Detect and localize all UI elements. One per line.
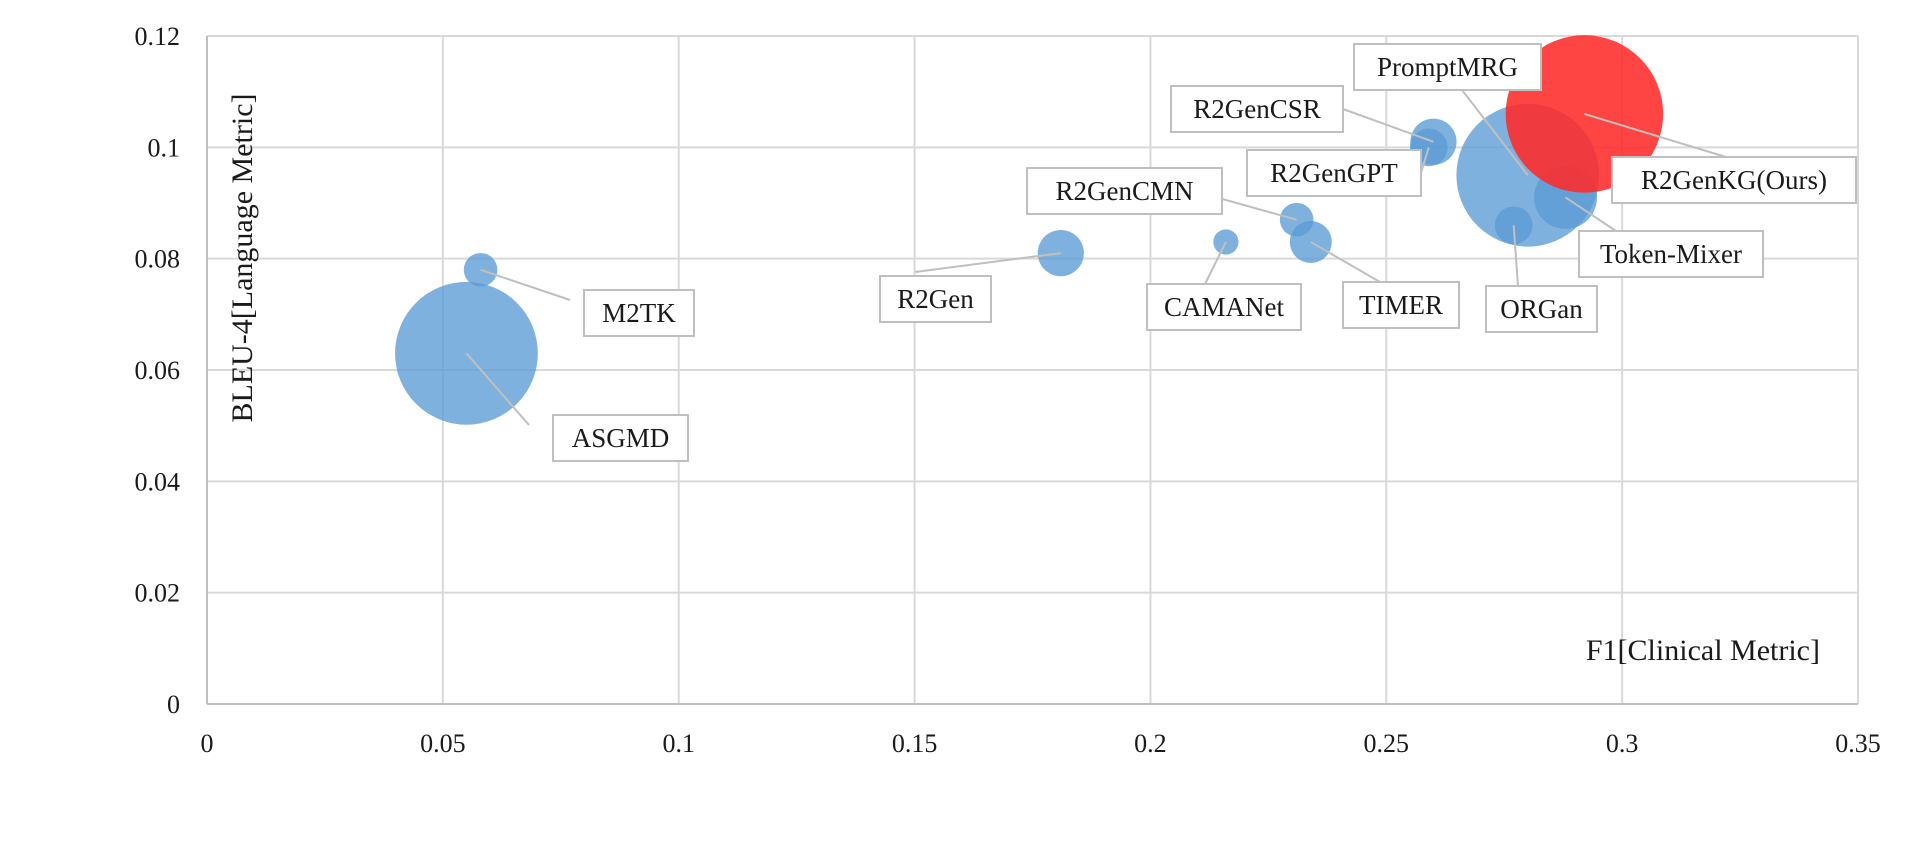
axes (206, 36, 1858, 705)
point-labels: M2TK ASGMD R2Gen CAMANet R2GenCMN TIMER R2GenG… (552, 43, 1857, 462)
label-box-promptmrg (1353, 43, 1542, 91)
label-box-organ (1485, 285, 1598, 333)
x-tick-label: 0.3 (1606, 729, 1639, 758)
x-tick-label: 0.1 (662, 729, 695, 758)
y-tick-label: 0.12 (135, 22, 181, 51)
y-tick-label: 0.1 (148, 133, 181, 162)
bubble-series (395, 35, 1664, 425)
leader-r2genkg-ours (1584, 112, 1727, 158)
point-label-r2gen: R2Gen (897, 284, 974, 314)
leader-r2gen (914, 252, 1061, 273)
point-label-timer: TIMER (1359, 290, 1443, 320)
point-label-r2gengpt: R2GenGPT (1270, 158, 1398, 188)
y-tick-label: 0 (167, 690, 180, 719)
x-tick-label: 0.25 (1364, 729, 1410, 758)
label-box-r2gencmn (1026, 167, 1223, 215)
leader-lines (465, 89, 1727, 426)
leader-camanet (1204, 241, 1227, 285)
leader-organ (1512, 225, 1519, 287)
y-tick-label: 0.02 (135, 579, 181, 608)
point-label-camanet: CAMANet (1164, 292, 1284, 322)
label-box-r2gen (879, 275, 992, 323)
y-axis-title: BLEU-4[Language Metric] (226, 93, 259, 422)
label-box-asgmd (552, 414, 689, 462)
bubble-camanet (1213, 229, 1239, 255)
leader-asgmd (465, 352, 530, 426)
label-box-token-mixer (1578, 230, 1764, 278)
label-box-r2gengpt (1246, 149, 1422, 197)
y-tick-label: 0.08 (135, 245, 181, 274)
y-tick-label: 0.06 (135, 356, 181, 385)
point-label-organ: ORGan (1500, 294, 1583, 324)
leader-r2gencsr (1342, 108, 1434, 143)
point-label-r2gencmn: R2GenCMN (1055, 176, 1193, 206)
x-tick-label: 0.05 (420, 729, 466, 758)
point-label-r2gencsr: R2GenCSR (1193, 94, 1321, 124)
x-axis-title: F1[Clinical Metric] (1586, 634, 1820, 667)
leader-token-mixer (1564, 196, 1617, 232)
leader-m2tk (480, 268, 571, 301)
point-label-promptmrg: PromptMRG (1377, 52, 1518, 82)
leader-promptmrg (1461, 89, 1529, 176)
leader-timer (1310, 241, 1381, 283)
point-label-asgmd: ASGMD (572, 423, 670, 453)
leader-r2gengpt (1420, 147, 1430, 174)
x-tick-label: 0.35 (1835, 729, 1881, 758)
tick-labels: 0 0.02 0.04 0.06 0.08 0.1 0.12 0 0.05 0.1 0.15 0.2 0… (135, 22, 1881, 758)
label-box-r2genkg-ours (1611, 156, 1857, 204)
x-tick-label: 0.15 (892, 729, 938, 758)
point-label-token-mixer: Token-Mixer (1600, 239, 1742, 269)
label-box-timer (1342, 281, 1460, 329)
label-box-m2tk (583, 289, 695, 337)
label-box-r2gencsr (1170, 85, 1344, 133)
label-box-camanet (1146, 283, 1302, 331)
point-label-r2genkg-ours: R2GenKG(Ours) (1641, 165, 1827, 195)
point-label-m2tk: M2TK (602, 298, 676, 328)
y-tick-label: 0.04 (135, 467, 181, 496)
x-tick-label: 0 (201, 729, 214, 758)
x-tick-label: 0.2 (1134, 729, 1167, 758)
